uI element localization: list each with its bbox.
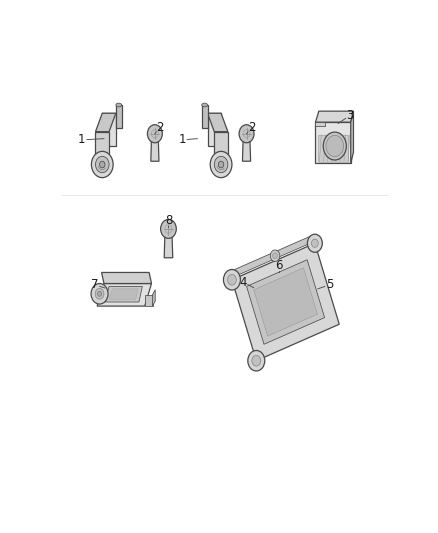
Polygon shape xyxy=(315,122,351,163)
Circle shape xyxy=(252,356,261,366)
Circle shape xyxy=(95,288,104,299)
Polygon shape xyxy=(214,132,228,166)
Polygon shape xyxy=(208,113,221,146)
Polygon shape xyxy=(95,132,109,166)
Polygon shape xyxy=(109,289,138,300)
Polygon shape xyxy=(145,295,152,306)
Circle shape xyxy=(248,351,265,371)
Text: 6: 6 xyxy=(275,259,283,271)
Circle shape xyxy=(98,292,102,296)
Polygon shape xyxy=(102,272,152,284)
Circle shape xyxy=(92,151,113,177)
Text: 1: 1 xyxy=(178,133,186,147)
Ellipse shape xyxy=(202,103,208,107)
Polygon shape xyxy=(97,284,152,306)
Ellipse shape xyxy=(326,135,344,157)
Text: 1: 1 xyxy=(78,133,86,147)
Polygon shape xyxy=(351,111,353,163)
FancyBboxPatch shape xyxy=(318,135,348,161)
Polygon shape xyxy=(95,113,116,132)
Text: 5: 5 xyxy=(326,278,333,291)
Text: 7: 7 xyxy=(91,278,99,291)
Polygon shape xyxy=(202,105,208,127)
Text: 4: 4 xyxy=(240,276,247,289)
Circle shape xyxy=(148,125,162,143)
Circle shape xyxy=(227,274,237,285)
Polygon shape xyxy=(232,234,315,278)
Circle shape xyxy=(270,250,280,262)
Ellipse shape xyxy=(116,103,122,107)
Circle shape xyxy=(307,234,322,252)
Polygon shape xyxy=(315,111,353,122)
Text: 8: 8 xyxy=(165,214,172,227)
Polygon shape xyxy=(102,113,116,146)
Circle shape xyxy=(91,284,108,304)
Polygon shape xyxy=(254,268,318,336)
Circle shape xyxy=(311,239,318,247)
Circle shape xyxy=(219,161,224,168)
Polygon shape xyxy=(208,113,228,132)
Polygon shape xyxy=(116,105,122,127)
Circle shape xyxy=(161,220,177,238)
Text: 2: 2 xyxy=(156,121,164,134)
Polygon shape xyxy=(152,290,155,306)
Polygon shape xyxy=(232,243,339,361)
Polygon shape xyxy=(315,122,325,126)
Text: 3: 3 xyxy=(346,109,354,122)
Circle shape xyxy=(214,156,228,173)
Circle shape xyxy=(99,161,105,168)
Circle shape xyxy=(239,125,254,143)
Polygon shape xyxy=(243,139,251,161)
Polygon shape xyxy=(247,260,325,344)
Polygon shape xyxy=(105,286,142,302)
Polygon shape xyxy=(164,234,173,258)
Circle shape xyxy=(273,253,277,259)
Circle shape xyxy=(210,151,232,177)
Polygon shape xyxy=(151,139,159,161)
Circle shape xyxy=(95,156,109,173)
Text: 2: 2 xyxy=(248,121,255,134)
Ellipse shape xyxy=(323,132,346,160)
Circle shape xyxy=(223,270,240,290)
